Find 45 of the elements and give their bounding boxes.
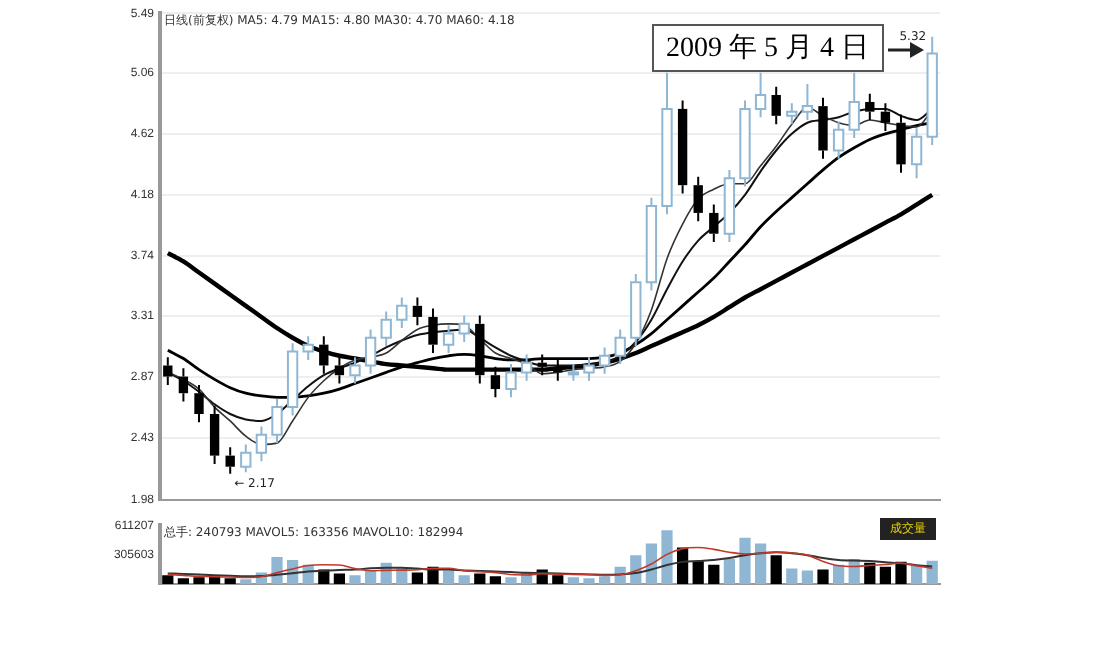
bar bbox=[864, 562, 876, 584]
bar bbox=[489, 576, 502, 584]
annotation: 2009 年 5 月 4 日 bbox=[652, 24, 883, 72]
candlestick bbox=[178, 367, 189, 403]
bar bbox=[879, 566, 892, 584]
candlestick bbox=[818, 96, 828, 160]
bar bbox=[349, 575, 361, 584]
bar bbox=[505, 577, 517, 584]
bar bbox=[926, 560, 938, 584]
bar bbox=[661, 530, 673, 584]
bar bbox=[770, 555, 782, 584]
bar bbox=[411, 572, 424, 584]
bar bbox=[786, 568, 798, 584]
bar bbox=[567, 577, 580, 584]
candlestick bbox=[194, 383, 204, 424]
bar bbox=[177, 578, 190, 584]
bar bbox=[364, 570, 377, 584]
candlestick bbox=[709, 203, 719, 244]
bar bbox=[708, 564, 720, 584]
bar bbox=[583, 578, 595, 584]
candlestick bbox=[693, 175, 703, 223]
bar bbox=[552, 575, 564, 584]
candlestick bbox=[209, 404, 220, 465]
bar bbox=[739, 537, 751, 584]
candlestick bbox=[225, 446, 235, 475]
bar bbox=[193, 577, 205, 584]
bar bbox=[162, 575, 174, 584]
bar bbox=[458, 575, 470, 584]
bar bbox=[895, 561, 907, 584]
candlestick bbox=[428, 307, 438, 354]
candlestick bbox=[865, 92, 875, 121]
bar bbox=[754, 543, 767, 584]
bar bbox=[598, 576, 611, 584]
candlestick bbox=[771, 85, 781, 126]
bar bbox=[692, 560, 704, 584]
candlestick bbox=[412, 296, 423, 327]
candlestick bbox=[677, 99, 688, 195]
bar bbox=[817, 569, 829, 584]
bar bbox=[474, 573, 486, 584]
bar bbox=[801, 570, 814, 584]
bar bbox=[333, 573, 346, 584]
candlestick bbox=[163, 356, 173, 386]
bar bbox=[723, 558, 736, 584]
bar bbox=[224, 578, 236, 584]
bar bbox=[442, 570, 455, 584]
